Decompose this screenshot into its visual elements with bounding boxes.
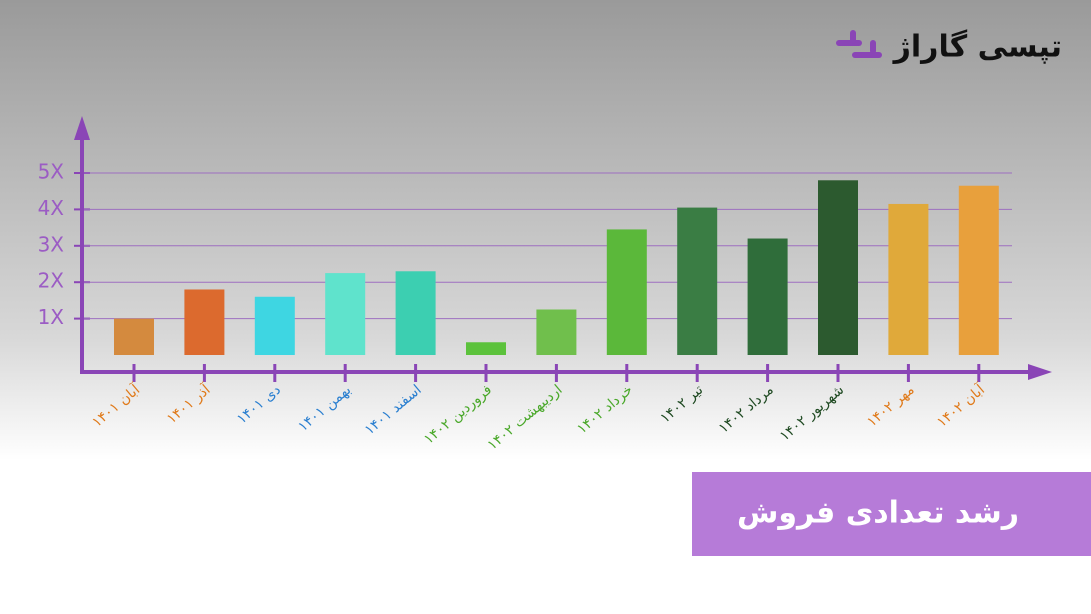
y-tick-label: 3X xyxy=(38,232,65,256)
y-tick-label: 4X xyxy=(38,196,65,220)
bar xyxy=(325,273,366,355)
bar xyxy=(888,203,929,355)
brand: تپسی گاراژ xyxy=(892,29,1062,65)
bar xyxy=(606,229,647,355)
y-tick-label: 2X xyxy=(38,269,65,293)
bar xyxy=(184,289,225,355)
bar xyxy=(466,342,506,355)
y-tick-label: 1X xyxy=(38,305,65,329)
bar xyxy=(958,185,999,355)
y-axis-arrow xyxy=(74,116,90,140)
logo-icon xyxy=(836,30,882,58)
bar xyxy=(254,296,295,355)
bar xyxy=(536,309,577,355)
title-box xyxy=(692,472,1091,556)
bar xyxy=(114,318,154,355)
bar xyxy=(747,238,788,355)
chart-title: رشد تعدادی فروش xyxy=(737,496,1019,531)
y-tick-label: 5X xyxy=(38,160,65,184)
bar xyxy=(818,180,858,355)
bar xyxy=(677,207,718,355)
x-axis-arrow xyxy=(1028,364,1052,380)
bar xyxy=(395,271,436,355)
